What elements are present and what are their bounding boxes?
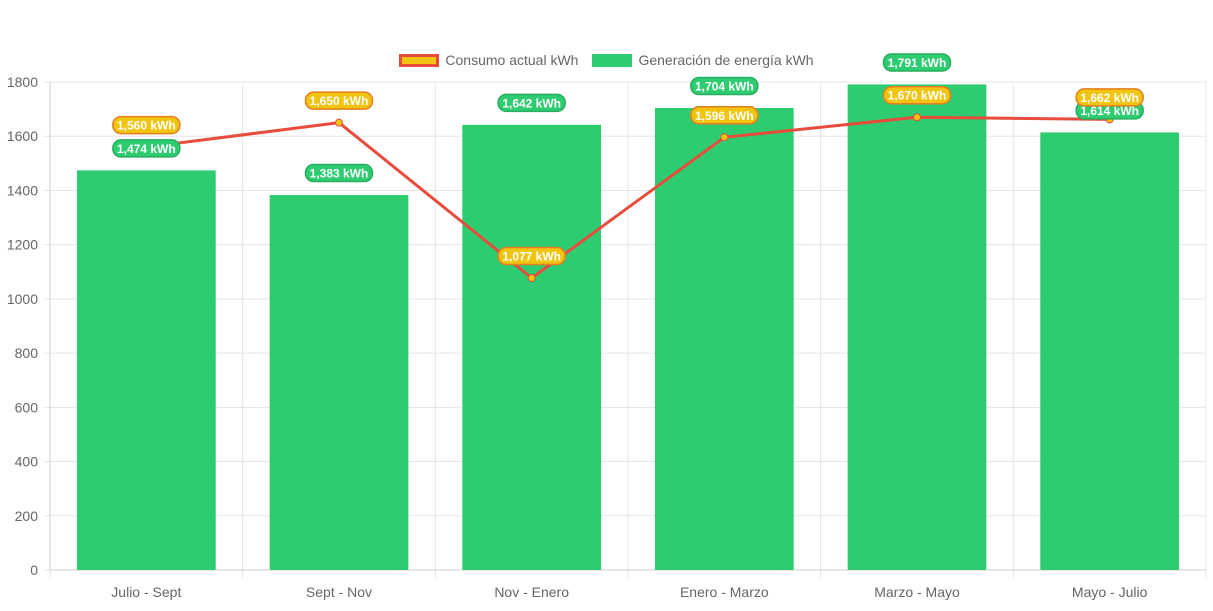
legend-label-generacion: Generación de energía kWh <box>638 52 814 68</box>
bar-data-label: 1,614 kWh <box>1080 104 1139 118</box>
line-data-label-bg <box>497 246 566 266</box>
x-tick-label: Julio - Sept <box>111 584 181 600</box>
legend: Consumo actual kWh Generación de energía… <box>0 52 1213 68</box>
bar-data-label: 1,704 kWh <box>695 80 754 94</box>
bar <box>847 84 987 570</box>
y-tick-label: 800 <box>15 345 39 361</box>
y-tick-label: 1000 <box>7 291 38 307</box>
y-tick-label: 1400 <box>7 182 38 198</box>
legend-item-generacion[interactable]: Generación de energía kWh <box>592 52 814 68</box>
line-point <box>720 133 729 142</box>
line-data-label: 1,670 kWh <box>888 89 947 103</box>
y-tick-label: 600 <box>15 399 39 415</box>
line-data-label: 1,077 kWh <box>502 250 561 264</box>
x-tick-label: Nov - Enero <box>494 584 569 600</box>
line-point <box>527 274 536 283</box>
bar-data-label-bg <box>882 53 952 72</box>
y-tick-label: 0 <box>30 562 38 578</box>
line-data-label-bg <box>882 85 952 105</box>
line-data-label-bg <box>690 106 759 125</box>
y-tick-label: 1200 <box>7 237 38 253</box>
bar <box>269 195 409 570</box>
x-tick-label: Marzo - Mayo <box>874 584 960 600</box>
bar <box>1040 132 1180 570</box>
y-tick-label: 200 <box>15 508 39 524</box>
line-consumo <box>146 115 1110 280</box>
line-data-label-bg <box>112 115 181 135</box>
bar <box>76 170 216 571</box>
legend-label-consumo: Consumo actual kWh <box>445 52 579 68</box>
line-point <box>913 113 921 122</box>
line-data-label: 1,560 kWh <box>117 119 176 133</box>
legend-swatch-consumo <box>399 53 440 67</box>
x-tick-label: Mayo - Julio <box>1072 584 1148 600</box>
bar-data-label-bg <box>304 163 374 183</box>
legend-item-consumo[interactable]: Consumo actual kWh <box>399 52 578 68</box>
x-tick-label: Enero - Marzo <box>680 584 769 600</box>
legend-swatch-generacion <box>592 53 633 67</box>
line-data-label-bg <box>1075 88 1144 107</box>
bar-data-label-bg <box>497 93 566 113</box>
bar-data-label: 1,383 kWh <box>310 167 369 181</box>
y-tick-label: 400 <box>15 454 39 470</box>
line-data-label-bg <box>304 91 374 110</box>
line-data-label: 1,596 kWh <box>695 109 754 123</box>
bar-data-label: 1,474 kWh <box>117 142 176 156</box>
y-tick-label: 1600 <box>7 128 38 144</box>
bar <box>462 124 602 570</box>
y-tick-label: 1800 <box>7 74 38 90</box>
x-tick-label: Sept - Nov <box>306 584 372 600</box>
bar <box>654 108 794 570</box>
bar-data-label-bg <box>112 139 181 158</box>
line-data-label: 1,662 kWh <box>1080 91 1139 105</box>
line-data-label: 1,650 kWh <box>310 94 369 108</box>
line-point <box>335 118 343 127</box>
bar-data-label-bg <box>690 76 759 96</box>
bar-data-label: 1,791 kWh <box>888 56 947 70</box>
bar-data-label: 1,642 kWh <box>502 96 561 110</box>
